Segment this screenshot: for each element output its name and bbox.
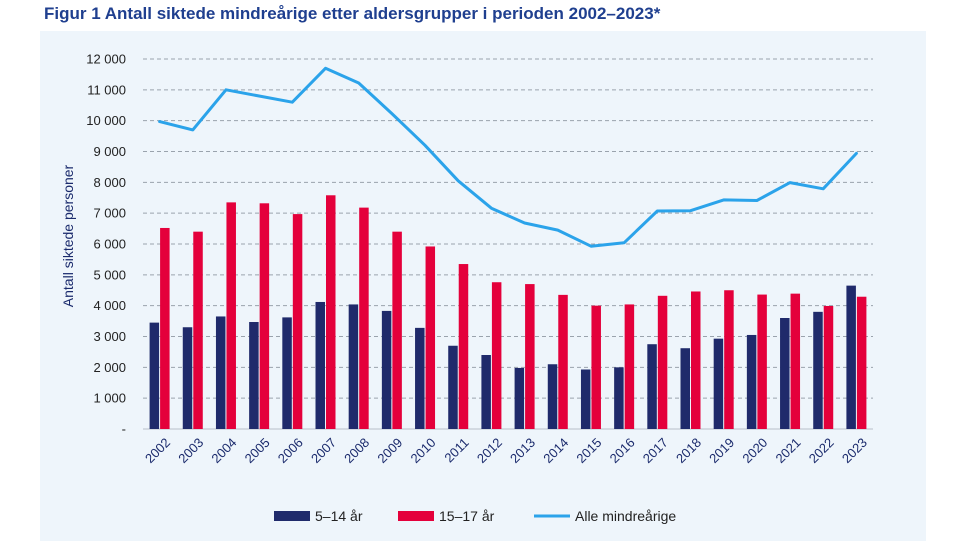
y-tick-label: 3 000 <box>93 329 126 344</box>
y-tick-label: 2 000 <box>93 360 126 375</box>
bar-5-14-2023 <box>846 285 856 429</box>
x-tick-label: 2012 <box>474 435 505 466</box>
legend: 5–14 år 15–17 år Alle mindreårige <box>274 508 676 524</box>
bar-5-14-2020 <box>746 334 757 429</box>
bar-15-17-2002 <box>160 227 170 429</box>
y-tick-label: 1 000 <box>93 391 126 406</box>
bar-15-17-2008 <box>359 207 369 429</box>
chart-title: Figur 1 Antall siktede mindreårige etter… <box>44 4 661 23</box>
bar-5-14-2015 <box>580 369 591 429</box>
bar-15-17-2017 <box>657 295 668 429</box>
bar-5-14-2011 <box>448 345 458 429</box>
x-tick-label: 2017 <box>640 435 671 466</box>
bar-15-17-2007 <box>326 195 336 429</box>
bar-15-17-2011 <box>458 264 469 429</box>
bars <box>149 195 867 429</box>
y-tick-label: 11 000 <box>87 82 126 97</box>
bar-15-17-2023 <box>856 296 867 429</box>
x-tick-label: 2009 <box>374 435 405 466</box>
chart-panel <box>40 31 926 541</box>
x-tick-label: 2010 <box>408 435 439 466</box>
y-tick-label: 12 000 <box>86 52 126 67</box>
bar-5-14-2002 <box>149 322 160 429</box>
bar-5-14-2013 <box>514 367 525 429</box>
x-tick-label: 2004 <box>208 435 239 466</box>
x-tick-label: 2011 <box>441 435 471 465</box>
bar-5-14-2019 <box>713 338 724 429</box>
legend-label-all: Alle mindreårige <box>575 508 676 524</box>
y-tick-label: 5 000 <box>93 267 126 282</box>
x-tick-label: 2005 <box>242 435 273 466</box>
y-tick-label: 6 000 <box>93 237 126 252</box>
x-tick-label: 2023 <box>839 435 870 466</box>
legend-label-15-17: 15–17 år <box>439 508 495 524</box>
y-tick-label: 7 000 <box>93 206 126 221</box>
bar-5-14-2003 <box>182 327 193 429</box>
y-axis-label: Antall siktede personer <box>60 164 76 307</box>
bar-5-14-2017 <box>647 344 657 429</box>
y-tick-label: 9 000 <box>93 144 126 159</box>
bar-15-17-2014 <box>558 294 568 429</box>
line-alle-mindrearige <box>158 66 858 248</box>
bar-5-14-2008 <box>348 304 359 429</box>
bar-5-14-2004 <box>215 316 226 429</box>
bar-15-17-2005 <box>259 203 270 429</box>
bar-15-17-2006 <box>292 214 303 429</box>
x-tick-label: 2020 <box>739 435 770 466</box>
x-tick-label: 2003 <box>175 435 206 466</box>
x-tick-label: 2021 <box>773 435 804 466</box>
bar-15-17-2004 <box>226 202 236 429</box>
x-tick-label: 2019 <box>706 435 737 466</box>
bar-5-14-2005 <box>249 322 259 429</box>
x-tick-label: 2018 <box>673 435 704 466</box>
y-tick-label: 8 000 <box>93 175 126 190</box>
bar-15-17-2018 <box>691 291 701 429</box>
bar-5-14-2021 <box>780 318 790 429</box>
bar-5-14-2007 <box>315 301 325 429</box>
x-tick-label: 2007 <box>308 435 339 466</box>
bar-15-17-2003 <box>193 231 203 429</box>
bar-5-14-2022 <box>813 311 823 429</box>
x-axis-ticks: 2002 2003 2004 2005 2006 2007 2008 2009 2010 2011… <box>142 435 870 466</box>
bar-15-17-2009 <box>392 231 402 429</box>
y-tick-label: 10 000 <box>86 113 126 128</box>
bar-15-17-2013 <box>525 284 535 429</box>
legend-swatch-15-17 <box>398 511 434 521</box>
bar-5-14-2014 <box>547 364 558 429</box>
bar-15-17-2016 <box>624 304 635 429</box>
legend-swatch-5-14 <box>274 511 310 521</box>
bar-5-14-2006 <box>282 317 292 429</box>
bar-5-14-2018 <box>680 348 690 429</box>
x-tick-label: 2016 <box>607 435 638 466</box>
bar-15-17-2012 <box>491 282 502 429</box>
x-tick-label: 2002 <box>142 435 173 466</box>
legend-label-5-14: 5–14 år <box>315 508 363 524</box>
x-tick-label: 2022 <box>806 435 837 466</box>
bar-15-17-2022 <box>823 305 834 429</box>
y-tick-label: - <box>122 422 126 437</box>
y-axis-ticks: - 1 000 2 000 3 000 4 000 5 000 6 000 7 000 8 00… <box>86 52 126 437</box>
bar-5-14-2016 <box>614 367 624 429</box>
x-tick-label: 2015 <box>573 435 604 466</box>
bar-15-17-2021 <box>790 293 801 429</box>
bar-5-14-2009 <box>381 310 392 429</box>
x-tick-label: 2014 <box>540 435 571 466</box>
bar-15-17-2010 <box>425 246 436 429</box>
bar-5-14-2010 <box>415 327 425 429</box>
line-series <box>158 66 858 248</box>
bar-15-17-2015 <box>591 305 601 429</box>
x-tick-label: 2006 <box>275 435 306 466</box>
x-tick-label: 2008 <box>341 435 372 466</box>
bar-15-17-2019 <box>724 290 734 429</box>
bar-15-17-2020 <box>757 294 767 429</box>
x-tick-label: 2013 <box>507 435 538 466</box>
bar-5-14-2012 <box>481 355 491 429</box>
y-tick-label: 4 000 <box>93 298 126 313</box>
